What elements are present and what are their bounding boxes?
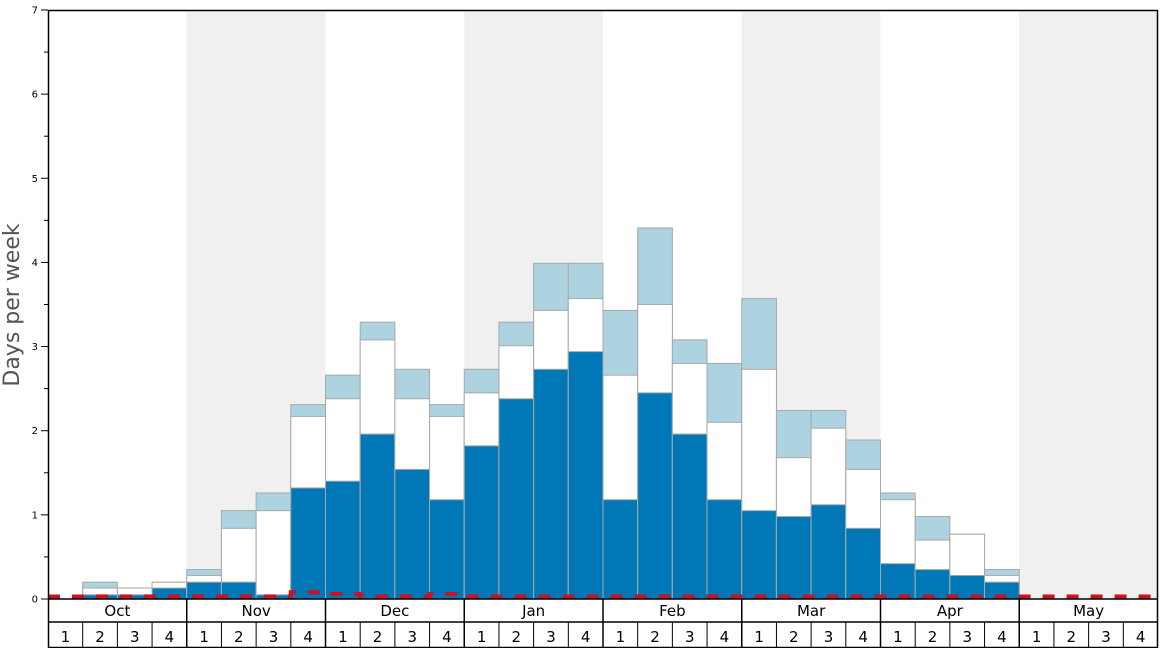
bar-dark <box>602 499 639 600</box>
week-label: 1 <box>893 628 903 646</box>
y-tick-label: 0 <box>32 595 38 606</box>
week-label: 4 <box>720 628 730 646</box>
bar-dark <box>325 480 361 600</box>
week-label: 1 <box>754 628 764 646</box>
bar-dark <box>429 499 465 600</box>
week-label: 2 <box>95 628 105 646</box>
week-label: 1 <box>477 628 487 646</box>
week-label: 3 <box>685 628 695 646</box>
bar-dark <box>498 398 535 600</box>
bar-dark <box>775 516 812 600</box>
week-label: 4 <box>997 628 1007 646</box>
week-label: 1 <box>616 628 626 646</box>
bar-dark <box>463 445 500 600</box>
week-label: 4 <box>1136 628 1146 646</box>
week-label: 1 <box>1032 628 1042 646</box>
bar-dark <box>394 468 431 600</box>
bar-dark <box>290 487 326 600</box>
month-label: Apr <box>937 602 964 620</box>
x-axis: Oct 1 2 3 4 Nov 1 2 3 4 Dec 1 2 3 4 Jan 1 2 3 4 Feb 1 2 3 4 Mar 1 2… <box>48 598 1158 648</box>
week-label: 2 <box>512 628 522 646</box>
bar-dark <box>567 351 604 600</box>
bar-dark <box>914 569 951 600</box>
week-label: 4 <box>165 628 175 646</box>
y-tick-label: 2 <box>32 426 38 437</box>
week-label: 2 <box>650 628 660 646</box>
y-tick-label: 5 <box>32 174 38 185</box>
week-label: 2 <box>1067 628 1077 646</box>
week-label: 3 <box>130 628 140 646</box>
threshold-series <box>48 590 1158 599</box>
week-label: 1 <box>338 628 348 646</box>
week-label: 3 <box>962 628 972 646</box>
bar-dark <box>533 368 569 600</box>
week-label: 3 <box>407 628 417 646</box>
y-tick-label: 4 <box>32 258 38 269</box>
bar-dark <box>706 499 743 600</box>
y-axis-label: Days per week <box>0 223 25 386</box>
y-tick-label: 3 <box>32 342 38 353</box>
bar-dark <box>845 527 881 600</box>
bar-dark <box>741 510 777 600</box>
week-label: 2 <box>373 628 383 646</box>
y-tick-label: 1 <box>32 510 38 521</box>
month-band <box>1019 10 1158 599</box>
week-label: 3 <box>269 628 279 646</box>
y-tick-label: 6 <box>32 90 38 101</box>
week-label: 1 <box>199 628 209 646</box>
month-label: Feb <box>659 602 686 620</box>
week-label: 3 <box>1101 628 1111 646</box>
week-label: 2 <box>234 628 244 646</box>
y-tick-label: 7 <box>32 6 38 17</box>
week-label: 4 <box>581 628 591 646</box>
month-label: Dec <box>380 602 409 620</box>
y-axis: 0 1 2 3 4 5 6 7 <box>32 6 48 606</box>
month-label: Oct <box>104 602 130 620</box>
bar-dark <box>810 504 847 600</box>
week-label: 3 <box>546 628 556 646</box>
bar-dark <box>880 563 916 600</box>
threshold-line <box>48 590 1158 599</box>
month-label: Mar <box>797 602 826 620</box>
week-label: 2 <box>928 628 938 646</box>
week-label: 2 <box>789 628 799 646</box>
week-label: 1 <box>61 628 71 646</box>
bar-dark <box>671 433 708 600</box>
week-label: 4 <box>442 628 452 646</box>
week-label: 3 <box>824 628 834 646</box>
month-label: Nov <box>241 602 270 620</box>
bar-dark <box>637 392 673 600</box>
month-label: Jan <box>521 602 545 620</box>
bar-middle <box>255 510 292 600</box>
week-label: 4 <box>858 628 868 646</box>
bar-dark <box>359 433 396 600</box>
week-label: 4 <box>303 628 313 646</box>
month-label: May <box>1073 602 1104 620</box>
